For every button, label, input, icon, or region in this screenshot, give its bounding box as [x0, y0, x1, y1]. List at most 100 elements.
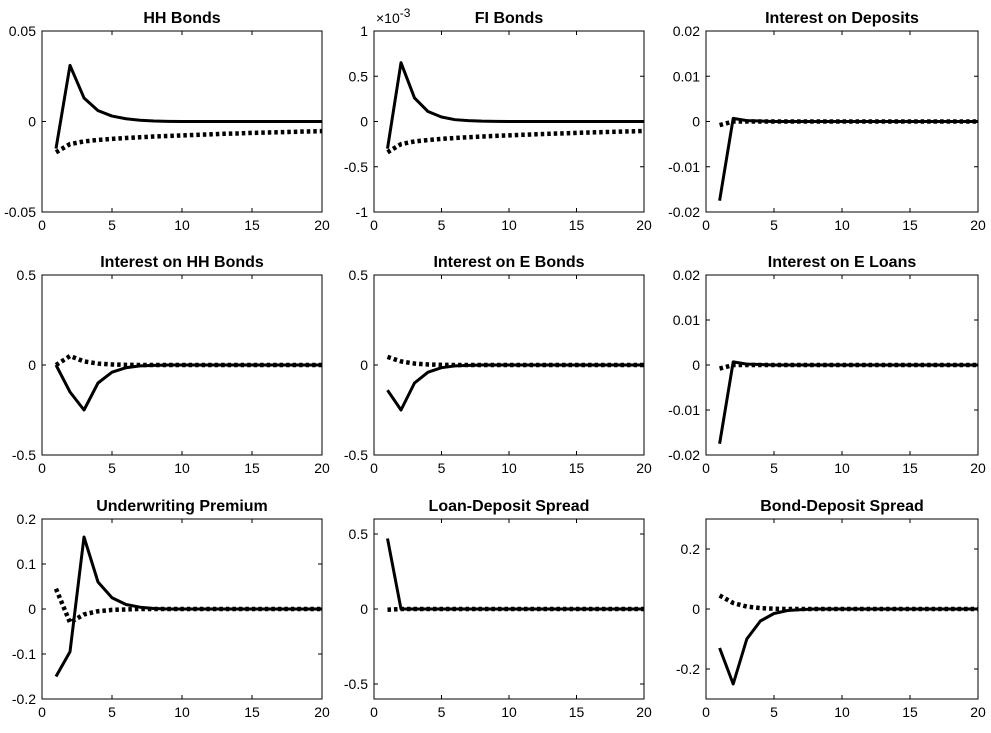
- x-tick-label: 20: [970, 460, 986, 476]
- y-tick-label: 0: [692, 601, 700, 617]
- x-tick-label: 5: [108, 704, 116, 720]
- subplot-title: Interest on E Bonds: [433, 254, 584, 271]
- subplot-title: Loan-Deposit Spread: [429, 498, 590, 515]
- y-tick-label: 0: [360, 601, 368, 617]
- x-tick-label: 15: [569, 704, 585, 720]
- y-tick-label: 0: [28, 601, 36, 617]
- x-tick-label: 0: [702, 217, 710, 233]
- y-tick-label: 0: [28, 357, 36, 373]
- y-tick-label: -0.5: [344, 159, 368, 175]
- x-tick-label: 20: [314, 217, 330, 233]
- series-line-solid: [54, 63, 322, 149]
- x-tick-label: 5: [770, 217, 778, 233]
- y-tick-label: 0.02: [673, 23, 700, 39]
- y-tick-label: 0: [360, 357, 368, 373]
- series-line-solid: [386, 363, 644, 412]
- x-tick-label: 5: [770, 704, 778, 720]
- subplot-title: FI Bonds: [475, 10, 544, 27]
- y-tick-label: 0.2: [17, 511, 37, 527]
- y-tick-label: 0.01: [673, 68, 700, 84]
- y-tick-label: 0.1: [17, 556, 37, 572]
- series-line-solid: [54, 535, 322, 678]
- subplot-9: Bond-Deposit Spread 0 5 10 15 20 -0.2 0 0.2: [676, 498, 986, 720]
- x-tick-label: 15: [569, 217, 585, 233]
- x-tick-label: 5: [438, 217, 446, 233]
- y-tick-label: 0.05: [9, 23, 36, 39]
- y-tick-label: -0.1: [12, 646, 36, 662]
- x-tick-label: 5: [770, 460, 778, 476]
- y-tick-label: -0.2: [12, 691, 36, 707]
- x-tick-label: 0: [702, 460, 710, 476]
- series-line-dotted: [53, 587, 322, 625]
- subplot-3: Interest on Deposits 0 5 10 15 20 -0.02 -0.01 0 0…: [668, 10, 986, 233]
- series-line-solid: [386, 538, 644, 611]
- x-tick-label: 10: [834, 704, 850, 720]
- x-tick-label: 0: [38, 704, 46, 720]
- x-tick-label: 10: [501, 460, 517, 476]
- x-tick-label: 0: [702, 704, 710, 720]
- y-tick-label: 0.5: [17, 267, 37, 283]
- y-tick-label: -0.2: [676, 661, 700, 677]
- x-tick-label: 10: [174, 460, 190, 476]
- y-tick-label: 0: [692, 114, 700, 130]
- y-tick-label: -0.5: [344, 447, 368, 463]
- x-tick-label: 10: [501, 217, 517, 233]
- x-tick-label: 5: [108, 460, 116, 476]
- x-tick-label: 15: [244, 460, 260, 476]
- x-tick-label: 0: [38, 217, 46, 233]
- x-tick-label: 15: [244, 217, 260, 233]
- y-tick-label: -0.5: [12, 447, 36, 463]
- x-tick-label: 0: [38, 460, 46, 476]
- y-tick-label: 0: [360, 114, 368, 130]
- y-tick-label: 0.01: [673, 312, 700, 328]
- x-tick-label: 0: [370, 217, 378, 233]
- subplot-6: Interest on E Loans 0 5 10 15 20 -0.02 -0.01 0 0.…: [668, 254, 986, 476]
- subplot-title: HH Bonds: [143, 10, 220, 27]
- series-line-dotted: [386, 128, 645, 155]
- subplot-title: Interest on E Loans: [768, 254, 917, 271]
- x-tick-label: 10: [834, 217, 850, 233]
- x-tick-label: 10: [174, 217, 190, 233]
- x-tick-label: 10: [501, 704, 517, 720]
- y-tick-label: 0.2: [681, 541, 701, 557]
- exponent-power: -3: [400, 6, 411, 20]
- y-tick-label: 0.5: [349, 526, 369, 542]
- x-tick-label: 20: [636, 704, 652, 720]
- series-line-dotted: [718, 593, 978, 612]
- series-line-solid: [718, 116, 978, 201]
- y-exponent-label: ×10-3: [376, 6, 411, 26]
- series-line-solid: [718, 607, 978, 686]
- x-tick-label: 20: [314, 460, 330, 476]
- y-tick-label: -0.01: [668, 159, 700, 175]
- y-tick-label: -0.5: [344, 676, 368, 692]
- y-tick-label: 0.5: [349, 267, 369, 283]
- x-tick-label: 5: [438, 704, 446, 720]
- x-tick-label: 15: [902, 460, 918, 476]
- y-tick-label: 1: [360, 23, 368, 39]
- x-tick-label: 20: [314, 704, 330, 720]
- y-tick-label: -0.05: [4, 204, 36, 220]
- x-tick-label: 20: [970, 704, 986, 720]
- x-tick-label: 10: [174, 704, 190, 720]
- x-tick-label: 5: [438, 460, 446, 476]
- x-tick-label: 0: [370, 704, 378, 720]
- x-tick-label: 20: [970, 217, 986, 233]
- y-tick-label: -0.02: [668, 447, 700, 463]
- x-tick-label: 10: [834, 460, 850, 476]
- x-tick-label: 0: [370, 460, 378, 476]
- subplot-title: Underwriting Premium: [96, 498, 268, 515]
- subplot-7: Underwriting Premium 0 5 10 15 20 -0.2 -0.1 0 0.1…: [12, 498, 330, 720]
- subplot-title: Bond-Deposit Spread: [760, 498, 924, 515]
- x-tick-label: 20: [636, 217, 652, 233]
- subplot-2: FI Bonds 0 5 10 15 20 -1 -0.5 0 0.5 1 ×10-3: [344, 6, 652, 233]
- y-tick-label: 0.02: [673, 267, 700, 283]
- y-tick-label: 0: [692, 357, 700, 373]
- x-tick-label: 15: [244, 704, 260, 720]
- x-tick-label: 15: [569, 460, 585, 476]
